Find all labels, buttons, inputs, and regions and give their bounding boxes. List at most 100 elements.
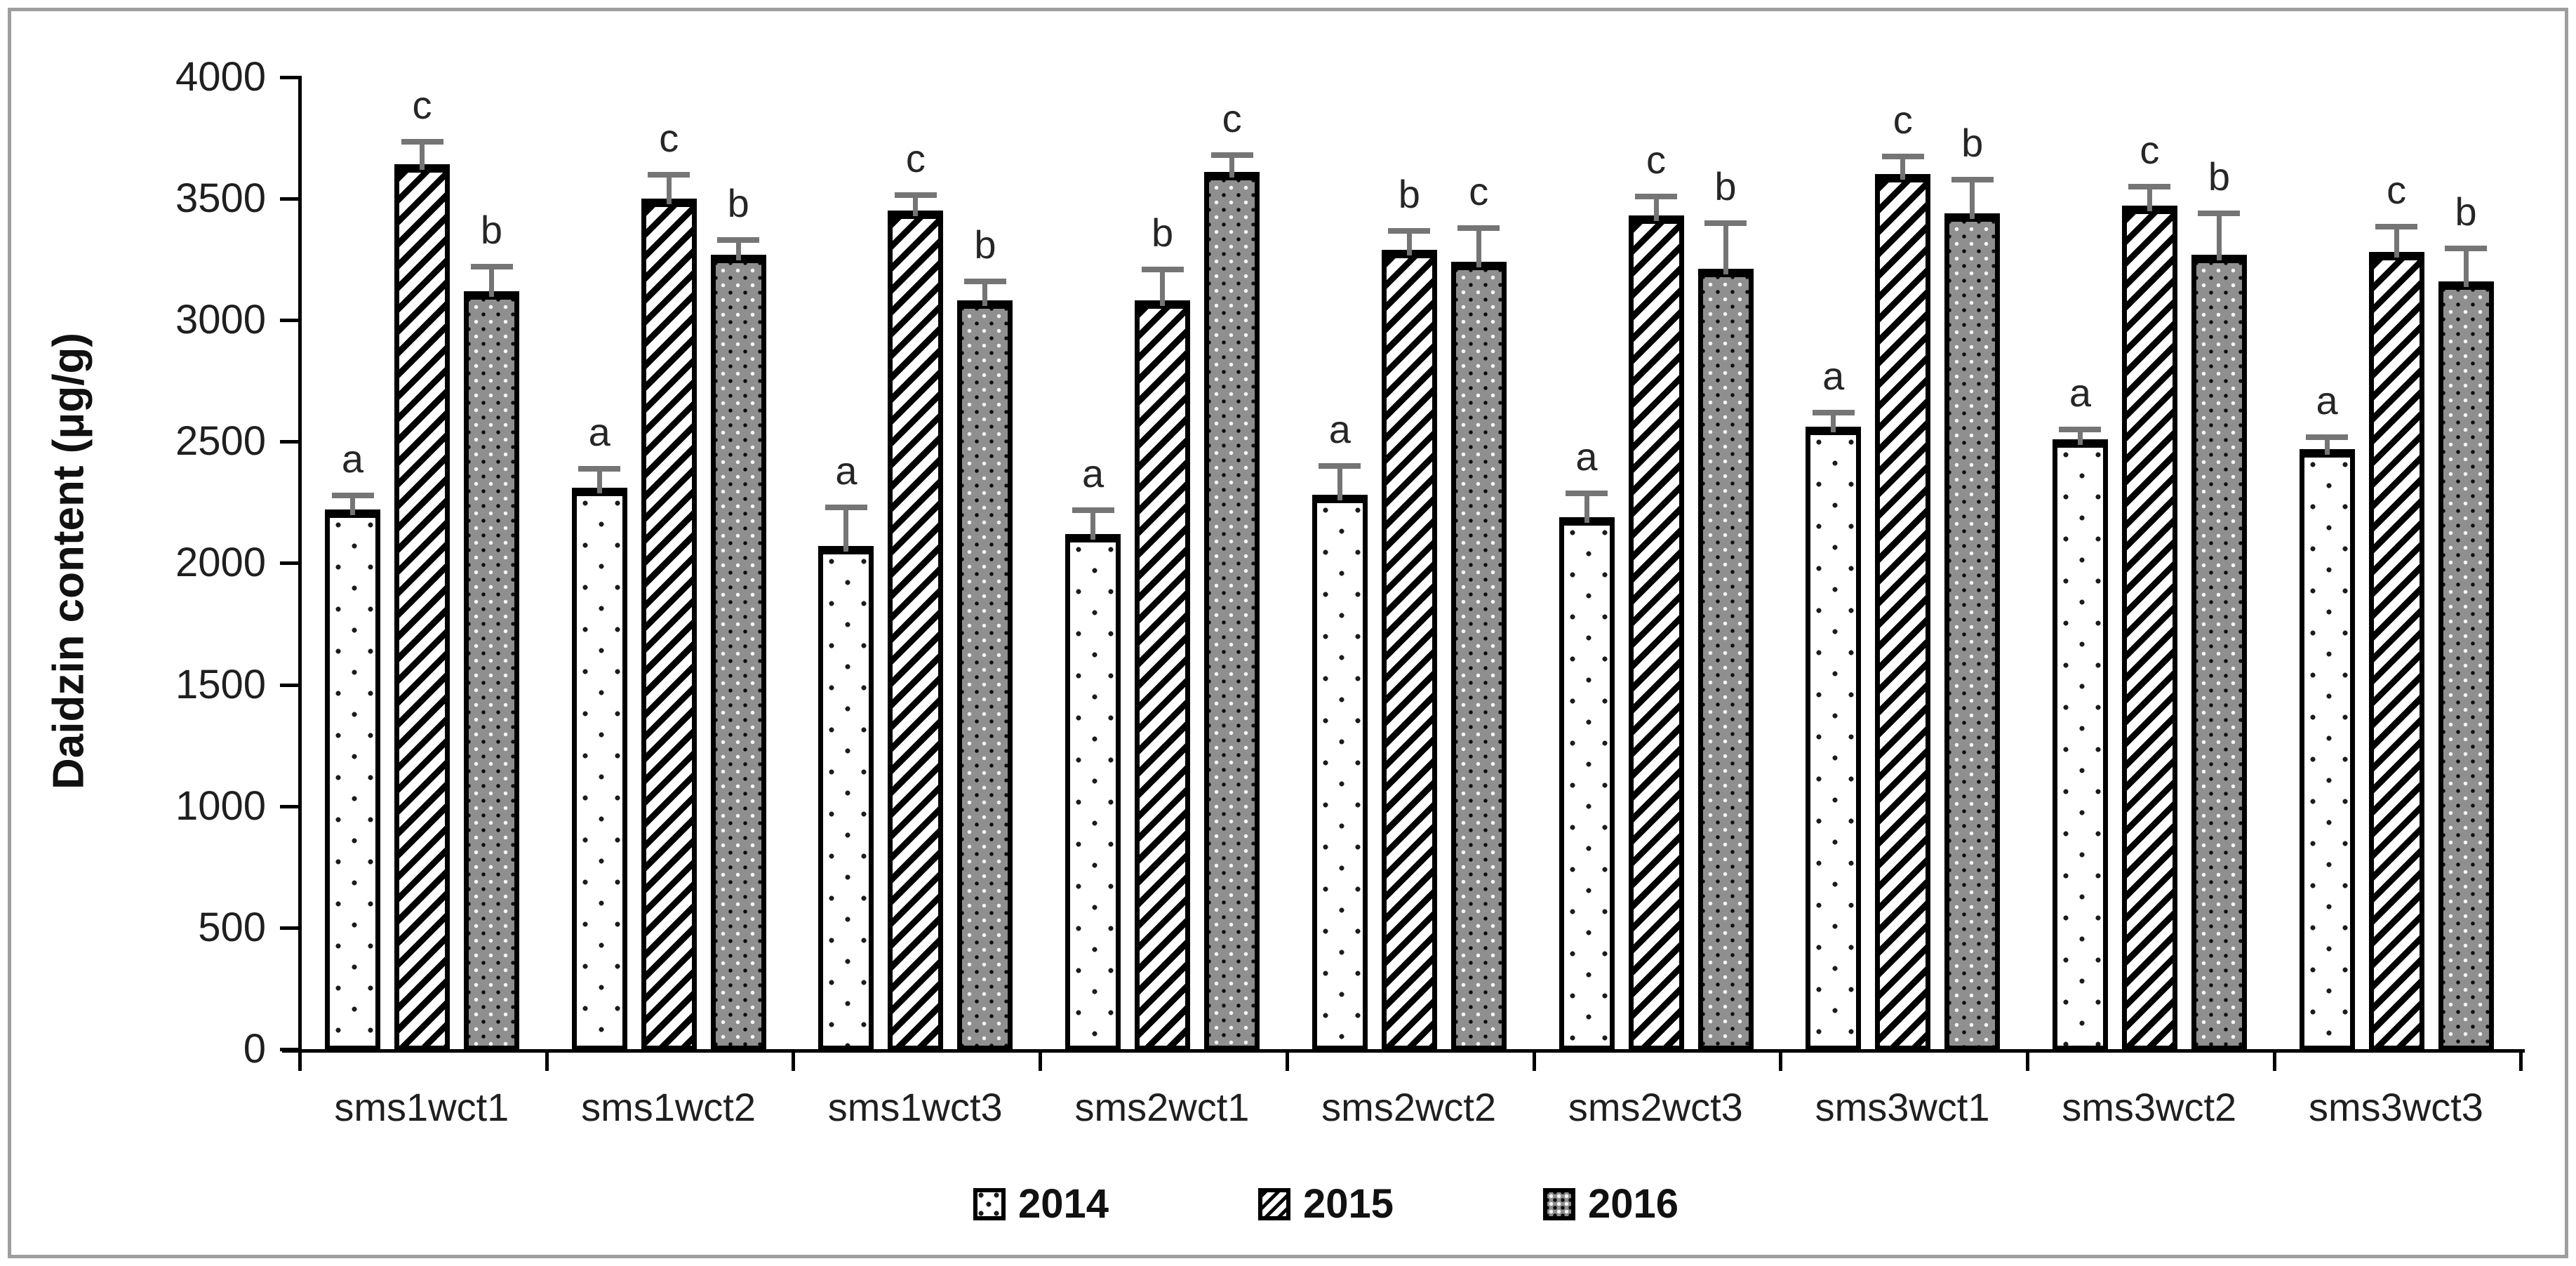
x-tick: [792, 1049, 796, 1071]
error-bar-stem: [1653, 194, 1659, 222]
bar-2014: [818, 546, 874, 1051]
x-tick: [1779, 1049, 1783, 1071]
y-tick-label: 500: [198, 904, 266, 950]
significance-letter: b: [1714, 164, 1737, 209]
y-tick: [280, 319, 298, 323]
x-category-label: sms1wct1: [334, 1085, 509, 1129]
error-bar-stem: [913, 192, 919, 217]
error-bar-stem: [2394, 224, 2399, 258]
y-tick: [280, 926, 298, 930]
error-bar-cap: [2445, 246, 2488, 252]
error-bar-cap: [1951, 176, 1994, 182]
error-bar-stem: [1831, 410, 1836, 433]
x-axis: [282, 1049, 2525, 1053]
bar-2014: [2299, 448, 2355, 1051]
error-bar-stem: [2147, 184, 2152, 212]
significance-letter: b: [1961, 120, 1984, 165]
error-bar-stem: [1900, 153, 1906, 180]
bar-2016: [1697, 269, 1754, 1051]
error-bar-cap: [331, 492, 374, 498]
error-bar-cap: [2375, 224, 2418, 230]
error-bar-stem: [1723, 220, 1728, 275]
significance-letter: b: [727, 181, 749, 226]
error-bar-cap: [825, 505, 867, 511]
x-tick: [2025, 1049, 2029, 1071]
significance-letter: c: [1469, 169, 1489, 214]
x-category-label: sms1wct3: [827, 1085, 1003, 1129]
x-tick: [1039, 1049, 1043, 1071]
bar-2015: [1875, 174, 1931, 1051]
bar-2014: [2052, 439, 2108, 1051]
error-bar-stem: [1476, 225, 1481, 267]
bar-2015: [2121, 206, 2177, 1051]
bar-2015: [1628, 215, 1684, 1051]
bar-2016: [2191, 254, 2247, 1051]
x-category-label: sms2wct1: [1074, 1085, 1250, 1129]
bar-2014: [1806, 427, 1862, 1051]
x-category-label: sms2wct3: [1568, 1085, 1743, 1129]
y-tick-label: 1500: [175, 661, 266, 707]
significance-letter: a: [1328, 407, 1351, 452]
error-bar-cap: [2306, 434, 2349, 440]
significance-letter: c: [1893, 97, 1913, 142]
error-bar-stem: [2077, 427, 2083, 445]
y-tick-label: 3500: [175, 175, 266, 221]
legend-swatch-2015: [1258, 1188, 1290, 1220]
significance-letter: a: [1082, 451, 1105, 495]
bar-2015: [888, 211, 944, 1051]
significance-letter: a: [2316, 378, 2338, 422]
error-bar-cap: [470, 264, 513, 270]
legend-label: 2016: [1588, 1181, 1679, 1227]
significance-letter: a: [835, 448, 857, 493]
y-tick: [280, 1048, 298, 1051]
x-tick: [2519, 1049, 2523, 1071]
error-bar-stem: [1406, 227, 1412, 255]
error-bar-stem: [2324, 434, 2330, 455]
error-bar-cap: [2059, 427, 2102, 433]
bar-2016: [464, 291, 519, 1051]
x-category-label: sms2wct2: [1321, 1085, 1497, 1129]
legend-swatch-2016: [1543, 1188, 1575, 1220]
significance-letter: a: [1822, 354, 1845, 399]
significance-letter: b: [2455, 189, 2477, 234]
significance-letter: a: [2069, 371, 2091, 415]
error-bar-cap: [1141, 266, 1184, 272]
error-bar-cap: [963, 279, 1006, 285]
significance-letter: b: [1152, 210, 1174, 255]
error-bar-stem: [2463, 246, 2469, 287]
figure-border: [8, 8, 2568, 1258]
y-tick-label: 2000: [175, 540, 266, 586]
error-bar-stem: [843, 505, 849, 552]
error-bar-stem: [420, 139, 425, 171]
y-tick: [280, 75, 298, 79]
error-bar-stem: [982, 279, 988, 307]
y-tick: [280, 683, 298, 687]
bar-2016: [2438, 281, 2494, 1051]
significance-letter: b: [974, 222, 996, 267]
error-bar-stem: [666, 171, 672, 204]
x-tick: [1285, 1049, 1289, 1071]
y-tick: [280, 561, 298, 566]
error-bar-cap: [2128, 184, 2171, 190]
legend-item-2014: 2014: [973, 1184, 1109, 1225]
error-bar-cap: [1635, 194, 1677, 200]
error-bar-cap: [2198, 211, 2241, 217]
y-tick-label: 3000: [175, 297, 266, 343]
error-bar-cap: [1881, 153, 1924, 159]
y-tick: [280, 440, 298, 444]
x-tick: [545, 1049, 549, 1071]
error-bar-stem: [1584, 490, 1589, 523]
legend-item-2016: 2016: [1543, 1181, 1679, 1227]
significance-letter: b: [480, 208, 503, 253]
error-bar-cap: [1388, 227, 1431, 234]
error-bar-cap: [648, 171, 690, 178]
significance-letter: c: [659, 115, 679, 160]
error-bar-cap: [1812, 410, 1855, 416]
bar-2014: [571, 488, 627, 1051]
error-bar-cap: [578, 465, 621, 472]
bar-2014: [325, 509, 380, 1051]
error-bar-stem: [596, 465, 602, 494]
x-category-label: sms1wct2: [581, 1085, 756, 1129]
error-bar-cap: [1704, 220, 1747, 227]
significance-letter: c: [2387, 168, 2407, 213]
